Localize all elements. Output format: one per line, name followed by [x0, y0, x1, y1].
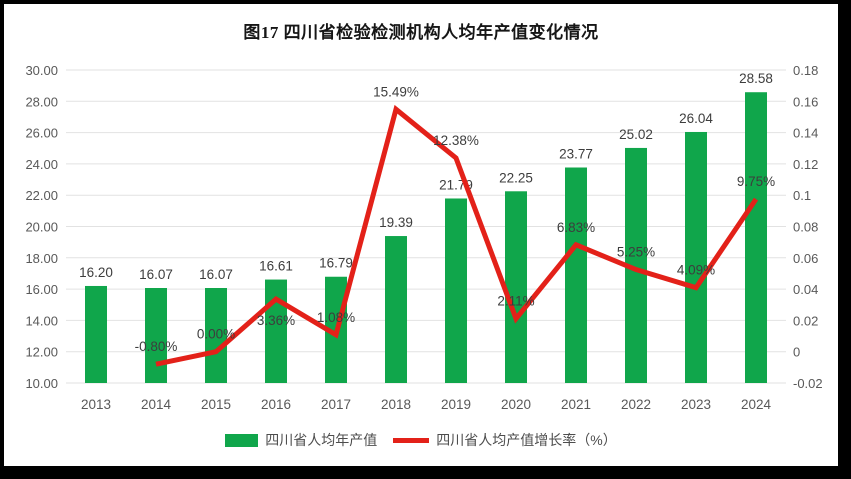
x-axis-label: 2024 [741, 397, 772, 412]
left-axis-tick: 20.00 [25, 220, 58, 235]
bar-value-label: 16.07 [199, 267, 233, 282]
bar [265, 279, 287, 383]
right-axis-tick: 0.08 [793, 220, 818, 235]
left-axis-tick: 14.00 [25, 313, 58, 328]
left-axis-tick: 10.00 [25, 376, 58, 391]
chart-canvas: 图17 四川省检验检测机构人均年产值变化情况 30.00 28.00 26.00 24… [4, 4, 838, 466]
left-axis-tick: 26.00 [25, 126, 58, 141]
bar [205, 288, 227, 383]
line-value-label: 5.25% [617, 245, 655, 260]
bar-value-label: 23.77 [559, 146, 593, 161]
x-axis-label: 2016 [261, 397, 291, 412]
chart-plot-svg: 30.00 28.00 26.00 24.00 22.00 20.00 18.00 16.00… [25, 63, 823, 412]
line-value-label: 9.75% [737, 174, 775, 189]
bar-value-label: 16.61 [259, 259, 293, 274]
right-axis-tick: 0.06 [793, 251, 818, 266]
line-value-label: 1.08% [317, 310, 355, 325]
bar [625, 147, 647, 383]
legend-bar-swatch-icon [225, 433, 259, 447]
bar-value-label: 19.39 [379, 215, 413, 230]
left-axis-tick: 18.00 [25, 251, 58, 266]
bar-value-label: 16.07 [139, 267, 173, 282]
chart-legend: 四川省人均年产值 四川省人均产值增长率（%） [4, 430, 838, 450]
right-axis-tick: 0.16 [793, 94, 818, 109]
line-value-label: 0.00% [197, 327, 235, 342]
left-axis-tick: 16.00 [25, 282, 58, 297]
right-axis-tick: 0.02 [793, 313, 818, 328]
x-axis-label: 2014 [141, 397, 172, 412]
bar-value-label: 16.79 [319, 256, 353, 271]
line-value-label: 4.09% [677, 263, 715, 278]
left-axis-tick: 28.00 [25, 94, 58, 109]
x-axis-label: 2019 [441, 397, 471, 412]
right-axis-tick: 0 [793, 345, 800, 360]
bar [85, 285, 107, 383]
x-axis-label: 2021 [561, 397, 591, 412]
bar [685, 131, 707, 383]
x-axis-label: 2023 [681, 397, 711, 412]
line-value-label: 15.49% [373, 84, 419, 99]
left-axis-tick: 30.00 [25, 63, 58, 78]
bar-value-label: 16.20 [79, 265, 113, 280]
right-axis-tick: 0.18 [793, 63, 818, 78]
legend-line-label: 四川省人均产值增长率（%） [436, 432, 617, 448]
bar-value-label: 25.02 [619, 127, 653, 142]
bar [385, 236, 407, 383]
growth-line [155, 104, 759, 367]
bar [745, 92, 767, 384]
bar-value-label: 28.58 [739, 71, 773, 86]
x-axis-label: 2017 [321, 397, 351, 412]
line-value-label: 3.36% [257, 313, 295, 328]
right-axis-tick: -0.02 [793, 376, 823, 391]
line-value-label: 6.83% [557, 220, 595, 235]
line-value-label: 12.38% [433, 133, 479, 148]
bar-value-label: 22.25 [499, 170, 533, 185]
left-axis-tick: 24.00 [25, 157, 58, 172]
legend-bar-label: 四川省人均年产值 [265, 432, 378, 448]
right-axis-tick: 0.1 [793, 188, 811, 203]
x-axis-label: 2015 [201, 397, 231, 412]
legend-line-swatch-icon [393, 437, 430, 443]
bar [505, 191, 527, 383]
line-value-label: 2.11% [497, 294, 534, 309]
x-axis-label: 2013 [81, 397, 111, 412]
chart-title: 图17 四川省检验检测机构人均年产值变化情况 [243, 23, 599, 42]
right-axis-tick: 0.14 [793, 126, 818, 141]
right-axis-tick: 0.04 [793, 282, 818, 297]
bar-value-label: 26.04 [679, 111, 713, 126]
x-axis-label: 2018 [381, 397, 411, 412]
line-value-label: -0.80% [135, 339, 178, 354]
bar [565, 167, 587, 383]
left-axis-tick: 12.00 [25, 345, 58, 360]
bar [445, 198, 467, 383]
left-axis-tick: 22.00 [25, 188, 58, 203]
right-axis-tick: 0.12 [793, 157, 818, 172]
x-axis-label: 2022 [621, 397, 651, 412]
x-axis-label: 2020 [501, 397, 531, 412]
bar [145, 288, 167, 383]
